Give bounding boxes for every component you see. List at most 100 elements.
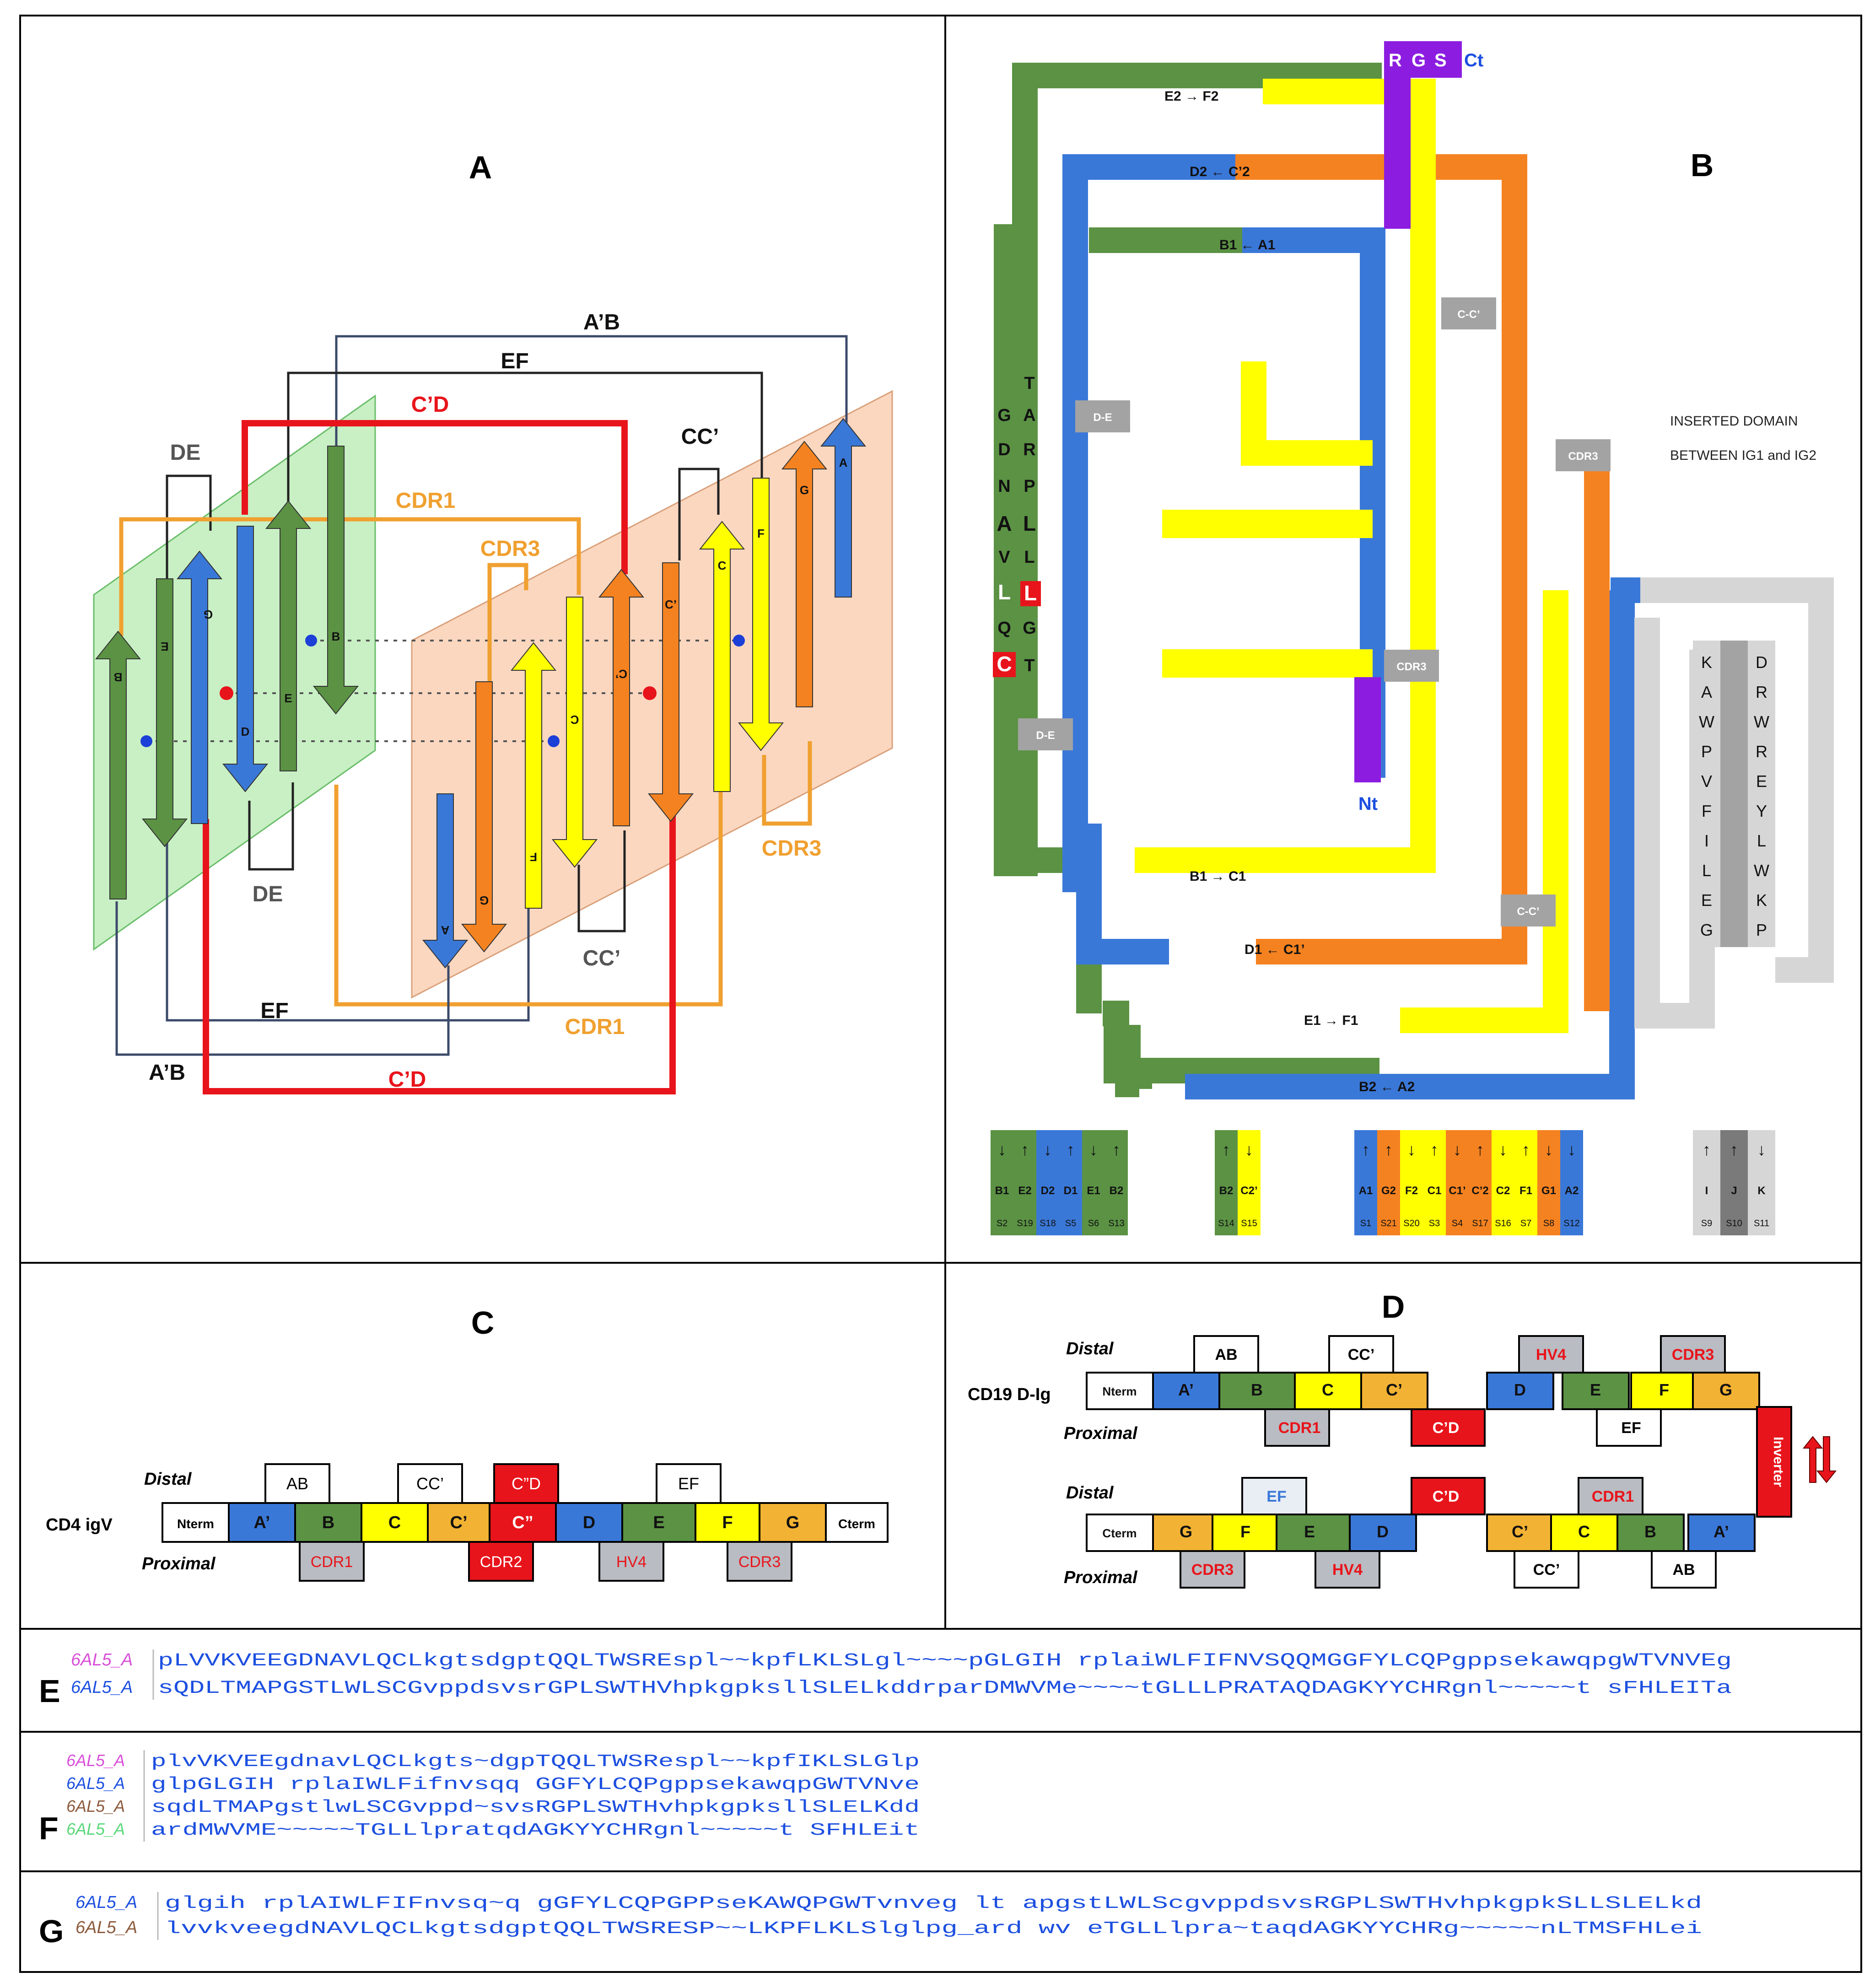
loop-tag: D-E — [1036, 729, 1055, 742]
loop-label-ab-bottom: A’B — [149, 1061, 185, 1085]
ijk-residue: L — [1757, 831, 1766, 850]
domain-block-label: F — [1240, 1522, 1250, 1541]
strand-f-right — [738, 478, 784, 751]
domain-block-label: C’ — [450, 1513, 468, 1532]
loop-label-de-top: DE — [170, 441, 201, 465]
domain-block — [1152, 1514, 1220, 1552]
loop-tag: C-C’ — [1457, 308, 1480, 321]
ijk-residue: W — [1754, 712, 1769, 731]
loop-label-cdr1-bottom: CDR1 — [565, 1015, 625, 1039]
legend-strand: F2 — [1405, 1185, 1418, 1197]
legend-step: S9 — [1701, 1218, 1712, 1228]
residue: L — [1024, 548, 1034, 567]
top-tab — [397, 1463, 463, 1504]
strand-letter: E — [161, 640, 168, 653]
legend-strand: K — [1757, 1185, 1766, 1197]
legend-arrow: ↑ — [1067, 1140, 1075, 1159]
strand-letter: E — [284, 691, 292, 705]
domain-block-label: B — [1644, 1522, 1656, 1541]
inverter-label: Inverter — [1771, 1437, 1786, 1487]
bottom-tab-label: HV4 — [1332, 1561, 1363, 1579]
inverter-box — [1756, 1406, 1792, 1518]
strand-label: B2 ← A2 — [1359, 1079, 1415, 1094]
legend-arrow: ↑ — [1385, 1140, 1393, 1159]
seq-id: 6AL5_A — [66, 1751, 125, 1770]
top-tab-label: C”D — [512, 1474, 541, 1493]
top-tab — [1660, 1335, 1726, 1374]
ijk-residue: V — [1701, 772, 1712, 791]
strand-label: D1 ← C1’ — [1245, 942, 1305, 957]
seq-id: 6AL5_A — [71, 1650, 133, 1670]
panel-f-label: F — [39, 1810, 59, 1846]
panel-d-label: D — [1382, 1289, 1405, 1325]
legend-arrow: ↓ — [1044, 1140, 1052, 1159]
top-tab — [1411, 1477, 1486, 1515]
legend-step: S5 — [1065, 1218, 1076, 1228]
top-tab — [264, 1463, 330, 1504]
residue: P — [1024, 477, 1035, 496]
strand-g-right — [781, 441, 828, 707]
seq-line: sqdLTMAPgstlwLSCGvppd~svsRGPLSWTHvhpkgpk… — [151, 1798, 920, 1817]
cd19-row-label: CD19 D-Ig — [968, 1385, 1051, 1404]
bottom-tab — [1180, 1550, 1245, 1589]
legend-strand: G2 — [1381, 1185, 1396, 1197]
legend-step: S3 — [1429, 1218, 1440, 1228]
top-tab-label: CDR1 — [1592, 1488, 1634, 1505]
legend-strand: A1 — [1359, 1185, 1373, 1197]
proximal-label-d1: Proximal — [1064, 1424, 1138, 1443]
domain-block — [555, 1502, 623, 1543]
domain-block-label: F — [722, 1513, 733, 1532]
panel-a: A — [93, 150, 893, 1094]
top-tab-label: AB — [1215, 1346, 1237, 1363]
strand-letter: F — [530, 850, 537, 864]
legend-step: S18 — [1040, 1218, 1056, 1228]
strand-letter: C — [570, 713, 579, 727]
seq-id: 6AL5_A — [66, 1820, 125, 1838]
top-tab-label: CDR3 — [1672, 1346, 1714, 1363]
domain-block-label: G — [786, 1513, 800, 1532]
legend-arrow: ↑ — [1430, 1140, 1439, 1159]
bottom-tab — [468, 1541, 534, 1582]
panel-f: F 6AL5_A 6AL5_A 6AL5_A 6AL5_A plvVKVEEgd… — [39, 1750, 920, 1846]
strand-d-left — [222, 526, 269, 792]
top-tab — [1193, 1335, 1259, 1374]
strand-g-left — [176, 550, 223, 824]
strand-b2-left — [312, 446, 359, 715]
domain-block — [695, 1502, 760, 1543]
top-tab — [1241, 1477, 1307, 1515]
legend-strand: G1 — [1541, 1185, 1556, 1197]
strand-g-mid — [461, 681, 507, 953]
domain-block-label: Cterm — [1102, 1526, 1137, 1540]
ijk-residue: P — [1756, 921, 1767, 939]
loop-label-cd-top: C’D — [411, 393, 449, 417]
domain-block — [1692, 1372, 1760, 1410]
legend-step: S19 — [1017, 1218, 1033, 1228]
residue: R — [1023, 440, 1035, 459]
legend-arrow: ↓ — [1757, 1140, 1766, 1159]
legend-step: S4 — [1452, 1218, 1463, 1228]
ijk-residue: L — [1702, 861, 1711, 880]
ijk-residue: Y — [1756, 802, 1767, 820]
domain-block — [1616, 1514, 1685, 1552]
loop-label-cdr1-top: CDR1 — [396, 489, 456, 513]
strand-c-mid — [551, 597, 598, 868]
legend-strand: D2 — [1041, 1185, 1055, 1197]
domain-block-label: A’ — [254, 1513, 270, 1532]
strand-a-mid — [422, 793, 469, 969]
legend-strand: E1 — [1087, 1185, 1100, 1197]
seq-line: lvvkveegdNAVLQCLkgtsdgptQQLTWSRESP~~LKPF… — [165, 1919, 1702, 1939]
residue: V — [998, 548, 1010, 567]
strand-letter: G — [480, 894, 489, 907]
legend-strand: J — [1731, 1185, 1737, 1197]
domain-block — [1349, 1514, 1417, 1552]
legend-arrow: ↑ — [1362, 1140, 1370, 1159]
domain-block-label: C — [388, 1513, 401, 1532]
legend-arrow: ↓ — [1568, 1140, 1576, 1159]
top-tab-label: CC’ — [1348, 1346, 1375, 1363]
rgs-letter: R — [1389, 50, 1402, 70]
legend-strand: I — [1705, 1185, 1708, 1197]
strand-letter: G — [204, 608, 213, 621]
bottom-tab — [1514, 1550, 1579, 1589]
seq-id: 6AL5_A — [66, 1774, 125, 1793]
